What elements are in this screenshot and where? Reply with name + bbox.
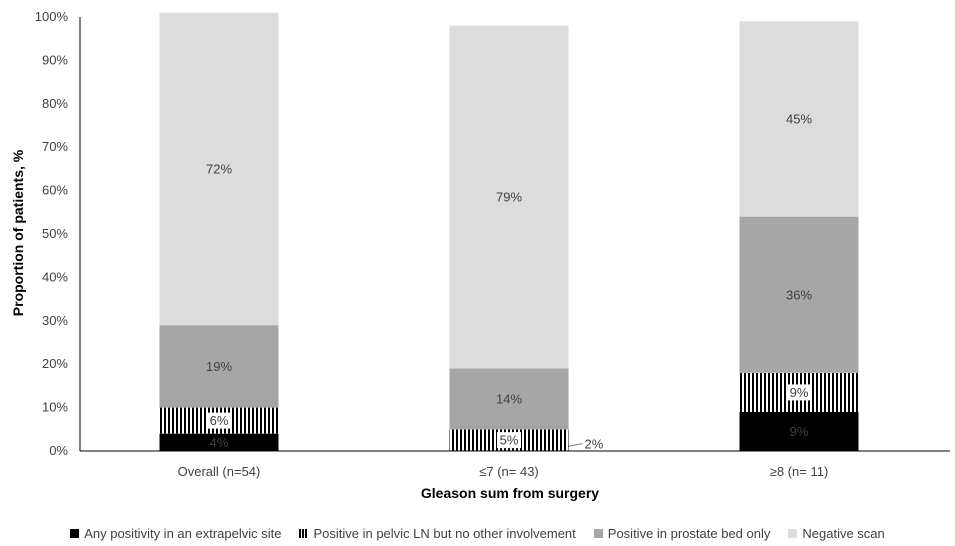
bar-segment: [449, 25, 569, 369]
data-label: 9%: [790, 385, 809, 400]
bar-segment: [159, 433, 279, 451]
x-axis-title: Gleason sum from surgery: [421, 485, 599, 501]
legend: Any positivity in an extrapelvic site Po…: [0, 526, 955, 541]
y-tick-label: 30%: [42, 313, 68, 328]
data-label: 14%: [496, 391, 522, 406]
data-label: 79%: [496, 190, 522, 205]
bar-segment: [739, 411, 859, 451]
data-label: 72%: [206, 161, 232, 176]
legend-item-extrapelvic: Any positivity in an extrapelvic site: [70, 526, 281, 541]
bar-segment: [449, 368, 569, 430]
bars: 4% 6% 19% 72% 2% 5% 14% 79% 9% 9% 36% 45%: [159, 12, 859, 452]
label-leader-line: [566, 443, 583, 448]
legend-item-negative: Negative scan: [788, 526, 885, 541]
data-label: 5%: [500, 433, 519, 448]
bar-segment: [159, 12, 279, 326]
bar-segment: [159, 325, 279, 408]
bar-segment: [739, 21, 859, 217]
label-background: [787, 384, 811, 401]
y-tick-label: 60%: [42, 183, 68, 198]
y-axis: 0% 10% 20% 30% 40% 50% 60% 70% 80% 90% 100%: [35, 9, 81, 458]
data-label: 36%: [786, 287, 812, 302]
legend-item-pelvic-ln: Positive in pelvic LN but no other invol…: [299, 526, 576, 541]
legend-swatch-prostate-bed: [593, 529, 603, 538]
y-tick-label: 20%: [42, 356, 68, 371]
y-tick-label: 100%: [35, 9, 69, 24]
data-label: 6%: [210, 413, 229, 428]
legend-swatch-pelvic-ln: [299, 529, 309, 538]
x-category-label: ≥8 (n= 11): [770, 464, 829, 479]
x-category-label: Overall (n=54): [178, 464, 261, 479]
data-label: 9%: [790, 424, 809, 439]
x-axis: Overall (n=54) ≤7 (n= 43) ≥8 (n= 11): [80, 450, 950, 479]
y-tick-label: 10%: [42, 400, 68, 415]
legend-swatch-negative: [788, 529, 798, 538]
data-label: 45%: [786, 111, 812, 126]
x-category-label: ≤7 (n= 43): [479, 464, 539, 479]
legend-label-negative: Negative scan: [802, 526, 885, 541]
y-tick-label: 70%: [42, 139, 68, 154]
data-label: 2%: [585, 437, 604, 452]
y-tick-label: 80%: [42, 96, 68, 111]
label-background: [207, 412, 231, 429]
legend-label-pelvic-ln: Positive in pelvic LN but no other invol…: [313, 526, 576, 541]
y-tick-label: 40%: [42, 269, 68, 284]
legend-label-prostate-bed: Positive in prostate bed only: [607, 526, 771, 541]
y-tick-label: 90%: [42, 52, 68, 67]
bar-segment: [739, 216, 859, 373]
y-tick-label: 0%: [49, 443, 68, 458]
legend-item-prostate-bed: Positive in prostate bed only: [593, 526, 771, 541]
legend-swatch-extrapelvic: [70, 529, 80, 538]
data-label: 19%: [206, 359, 232, 374]
y-axis-title: Proportion of patients, %: [10, 149, 26, 316]
data-label: 4%: [210, 435, 229, 450]
label-background: [497, 432, 521, 449]
y-tick-label: 50%: [42, 226, 68, 241]
legend-label-extrapelvic: Any positivity in an extrapelvic site: [84, 526, 282, 541]
